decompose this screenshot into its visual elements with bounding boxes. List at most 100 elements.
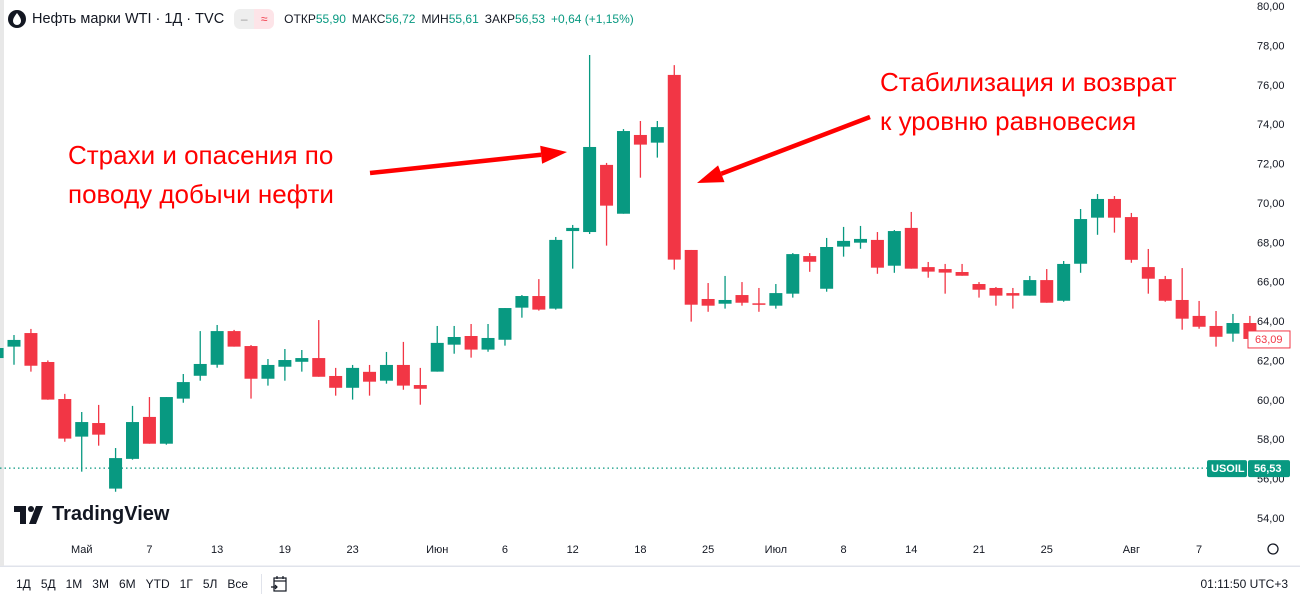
annotation-left: Страхи и опасения по поводу добычи нефти	[68, 140, 334, 209]
candle-body	[447, 336, 461, 345]
candle-body	[0, 348, 4, 359]
range-6[interactable]: 1Г	[179, 576, 193, 591]
candle-body	[684, 249, 698, 305]
range-5[interactable]: YTD	[145, 576, 170, 591]
range-3[interactable]: 3М	[92, 576, 109, 591]
open-label: ОТКР	[284, 12, 316, 26]
candle-body	[769, 293, 783, 306]
candle-body	[820, 247, 834, 289]
arrow-left-shaft	[369, 152, 542, 176]
price-tick: 58,00	[1257, 434, 1285, 446]
candle-body	[1124, 217, 1138, 260]
price-tick: 66,00	[1257, 277, 1285, 289]
candle-body	[887, 231, 901, 266]
price-tick: 62,00	[1257, 355, 1285, 367]
candle-body	[752, 303, 766, 305]
time-tick: 12	[567, 544, 579, 556]
time-tick: 25	[1041, 544, 1053, 556]
candle-body	[1192, 315, 1206, 327]
approx-toggle[interactable]: ≈	[254, 9, 275, 29]
time-tick: 25	[702, 544, 714, 556]
candle-body	[1107, 198, 1121, 218]
low-value: 55,61	[448, 12, 479, 26]
price-tick: 80,00	[1257, 1, 1285, 13]
candle-body	[633, 134, 647, 145]
annotation-right: Стабилизация и возврат к уровню равновес…	[880, 67, 1177, 136]
candle-body	[515, 296, 529, 308]
clock[interactable]: 01:11:50 UTC+3	[1200, 577, 1289, 591]
candle-body	[837, 240, 851, 247]
close-label: ЗАКР	[484, 12, 516, 26]
candle-body	[972, 284, 986, 290]
candle-body	[295, 358, 309, 362]
candle-body	[803, 256, 817, 262]
candle-body	[1074, 219, 1088, 264]
candle-body	[379, 364, 393, 381]
candle-body	[7, 339, 21, 347]
price-tick: 76,00	[1257, 80, 1285, 92]
candle-body	[616, 131, 630, 214]
candlestick-chart[interactable]: 80,00 78,00 76,00 74,00 72,00 70,00 68,00 66,00…	[0, 0, 1300, 566]
indicator-pill[interactable]: – ≈	[234, 9, 275, 29]
ohlc-values: ОТКР55,90 МАКС56,72 МИН55,61 ЗАКР56,53 +…	[284, 12, 634, 26]
candle-body	[75, 422, 89, 437]
candle-body	[701, 298, 715, 306]
candle-body	[329, 375, 343, 388]
candle-body	[498, 308, 512, 340]
range-1[interactable]: 5Д	[40, 576, 56, 591]
time-tick: 7	[1196, 544, 1202, 556]
hide-toggle[interactable]: –	[234, 9, 255, 29]
last-price-text: 63,09	[1255, 334, 1283, 346]
candle-body	[24, 333, 38, 366]
time-tick: Июл	[765, 544, 787, 556]
divider	[261, 573, 263, 594]
symbol-title[interactable]: Нефть марки WTI · 1Д · TVC	[32, 11, 225, 27]
symbol-tag	[1207, 460, 1247, 478]
candle-body	[176, 382, 190, 399]
chart-legend: Нефть марки WTI · 1Д · TVC – ≈ ОТКР55,90…	[8, 8, 634, 30]
range-4[interactable]: 6М	[118, 576, 136, 591]
candle-body	[109, 458, 123, 489]
settings-gear-icon[interactable]	[1267, 543, 1279, 555]
calendar-goto-icon[interactable]	[270, 575, 288, 593]
time-tick: Июн	[426, 544, 448, 556]
candle-body	[650, 127, 664, 143]
candle-body	[1040, 280, 1054, 303]
close-value: 56,53	[515, 12, 546, 26]
candle-body	[193, 363, 207, 376]
symbol-price-label	[1248, 460, 1290, 478]
candle-body	[1175, 299, 1189, 319]
candle-body	[312, 358, 326, 377]
candle-body	[1209, 325, 1223, 337]
candle-body	[41, 361, 55, 400]
candle-body	[430, 342, 444, 372]
time-tick: 18	[634, 544, 646, 556]
candle-body	[413, 385, 427, 389]
candle-body	[718, 299, 732, 304]
range-8[interactable]: Все	[227, 576, 249, 591]
time-tick: 7	[146, 544, 152, 556]
price-tick: 54,00	[1257, 513, 1285, 525]
price-tick: 64,00	[1257, 316, 1285, 328]
candle-body	[1091, 198, 1105, 218]
candle-body	[1006, 293, 1020, 296]
low-label: МИН	[421, 12, 449, 26]
candle-body	[278, 360, 292, 367]
candle-body	[600, 164, 614, 206]
bottom-toolbar: 1Д 5Д 1М 3М 6М YTD 1Г 5Л Все 01:11:50 UTC+3	[0, 566, 1300, 600]
candle-body	[1141, 267, 1155, 279]
candle-body	[346, 367, 360, 388]
arrow-left-head	[540, 145, 567, 164]
price-tick: 68,00	[1257, 237, 1285, 249]
range-7[interactable]: 5Л	[202, 576, 218, 591]
price-tick: 74,00	[1257, 119, 1285, 131]
range-2[interactable]: 1М	[65, 576, 83, 591]
candle-body	[854, 238, 867, 243]
time-tick: Май	[71, 544, 93, 556]
logo-text: TradingView	[52, 503, 170, 525]
candle-body	[955, 272, 969, 276]
candle-body	[1023, 280, 1037, 296]
range-0[interactable]: 1Д	[16, 576, 31, 591]
tradingview-logo[interactable]: TradingView	[14, 503, 169, 526]
time-tick: 8	[841, 544, 847, 556]
